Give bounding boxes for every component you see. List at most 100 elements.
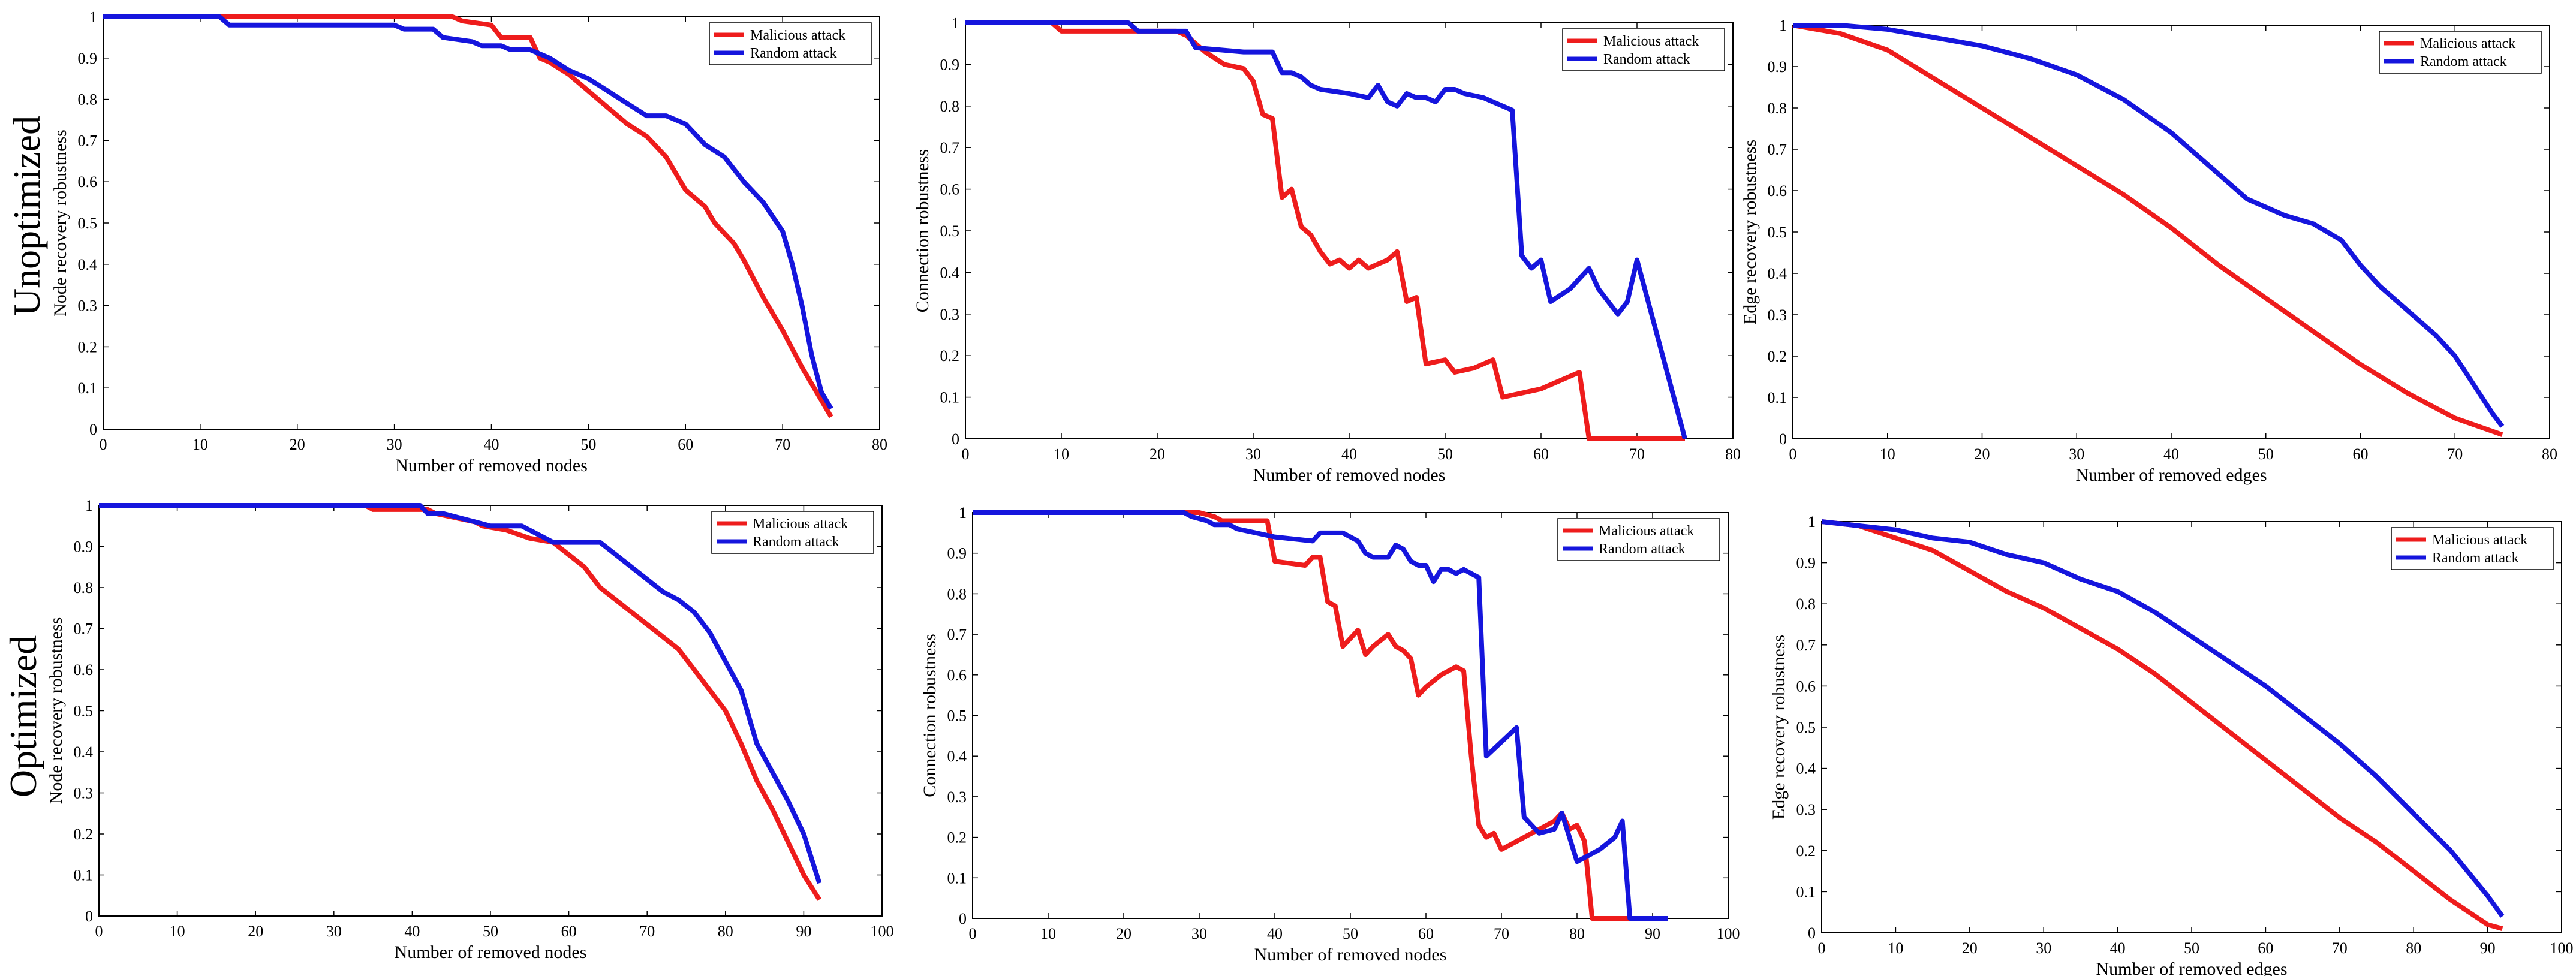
legend-label-random: Random attack — [750, 46, 837, 61]
legend-box — [2391, 527, 2554, 570]
series-line-random — [965, 20, 1687, 440]
axes-frame — [972, 512, 1729, 919]
y-axis-label: Node recovery robustness — [50, 129, 70, 317]
y-tick-label: 0 — [959, 910, 967, 927]
y-tick-label: 0.7 — [1796, 637, 1816, 654]
x-tick-label: 100 — [1717, 925, 1740, 942]
x-tick-label: 40 — [1341, 445, 1357, 463]
y-tick-label: 0.2 — [1768, 348, 1787, 365]
x-axis-label: Number of removed nodes — [1253, 465, 1446, 485]
y-tick-label: 0.1 — [78, 379, 98, 397]
x-axis-label: Number of removed nodes — [395, 456, 588, 475]
x-tick-label: 60 — [2353, 445, 2369, 463]
y-tick-label: 0.7 — [78, 132, 98, 149]
x-tick-label: 30 — [387, 436, 402, 453]
chart-panel-5: 0 10 20 30 40 50 60 70 80 90 100 0 0.1 0.2 0.3 0.4 0.5 0.… — [920, 504, 1740, 965]
legend: Malicious attack Random attack — [711, 511, 874, 554]
y-tick-label: 0.5 — [1768, 224, 1787, 241]
y-tick-label: 0 — [85, 908, 93, 925]
series-line-malicious — [103, 14, 833, 418]
y-tick-label: 0.7 — [1768, 141, 1787, 158]
chart-panel-6: 0 10 20 30 40 50 60 70 80 90 100 0 0.1 0.2 0.3 0.4 0.5 0.… — [1769, 513, 2574, 976]
y-tick-label: 0.9 — [1796, 555, 1816, 572]
x-axis-label: Number of removed edges — [2096, 959, 2287, 976]
x-tick-label: 10 — [1880, 445, 1895, 463]
x-tick-label: 80 — [718, 923, 733, 940]
x-tick-label: 20 — [1116, 925, 1131, 942]
x-tick-label: 30 — [2036, 939, 2051, 957]
x-tick-label: 60 — [678, 436, 693, 453]
y-tick-label: 0.6 — [947, 667, 967, 684]
y-tick-label: 0.6 — [1796, 677, 1816, 695]
x-tick-label: 10 — [1040, 925, 1056, 942]
axes-frame — [98, 505, 883, 917]
y-tick-label: 0.9 — [1768, 58, 1787, 76]
y-tick-label: 0.9 — [78, 50, 98, 67]
y-tick-label: 0 — [1808, 924, 1816, 942]
chart-panel-3: 0 10 20 30 40 50 60 70 80 0 0.1 0.2 0.3 0.4 0.5 0.6 0.7 0… — [1740, 17, 2557, 485]
x-tick-label: 50 — [1437, 445, 1453, 463]
series-line-malicious — [1821, 519, 2503, 931]
x-tick-label: 10 — [1888, 939, 1903, 957]
x-tick-label: 0 — [95, 923, 103, 940]
x-tick-label: 0 — [100, 436, 107, 453]
x-tick-label: 60 — [561, 923, 577, 940]
x-tick-label: 40 — [2110, 939, 2126, 957]
legend: Malicious attack Random attack — [1557, 518, 1720, 561]
x-tick-label: 30 — [1191, 925, 1207, 942]
y-tick-label: 0.6 — [74, 661, 94, 679]
legend-box — [1562, 28, 1725, 71]
y-tick-label: 0.5 — [940, 222, 960, 240]
axes-frame — [103, 16, 880, 430]
y-tick-label: 0.4 — [74, 743, 94, 761]
y-axis-label: Edge recovery robustness — [1769, 635, 1789, 820]
y-tick-label: 0.8 — [74, 579, 94, 597]
series-line-random — [1793, 23, 2505, 428]
series-line-malicious — [99, 503, 821, 901]
y-tick-label: 1 — [952, 14, 959, 32]
y-tick-label: 0.1 — [1768, 389, 1787, 406]
x-tick-label: 50 — [483, 923, 498, 940]
x-tick-label: 70 — [775, 436, 790, 453]
legend: Malicious attack Random attack — [2379, 31, 2542, 74]
y-tick-label: 0.4 — [1768, 265, 1787, 282]
x-tick-label: 50 — [580, 436, 596, 453]
x-tick-label: 20 — [290, 436, 305, 453]
axes-frame — [965, 22, 1734, 439]
legend-label-random: Random attack — [753, 534, 839, 550]
x-tick-label: 90 — [796, 923, 811, 940]
axes-frame — [1792, 25, 2550, 439]
x-tick-label: 60 — [2258, 939, 2273, 957]
y-tick-label: 0.8 — [1768, 100, 1787, 117]
y-tick-label: 0.2 — [1796, 842, 1816, 860]
chart-panel-1: 0 10 20 30 40 50 60 70 80 0 0.1 0.2 0.3 0.4 0.5 0.6 0.7 0… — [50, 8, 887, 475]
axes-frame — [1821, 521, 2562, 933]
series-line-random — [1821, 519, 2505, 918]
x-tick-label: 80 — [2542, 445, 2557, 463]
y-tick-label: 0.8 — [947, 585, 967, 603]
x-tick-label: 70 — [1629, 445, 1645, 463]
x-tick-label: 80 — [2406, 939, 2421, 957]
y-tick-label: 0 — [952, 430, 959, 448]
x-tick-label: 30 — [2069, 445, 2084, 463]
y-tick-label: 0.8 — [940, 98, 960, 115]
y-tick-label: 1 — [89, 8, 97, 26]
y-tick-label: 0.5 — [78, 215, 98, 232]
y-axis-label: Node recovery robustness — [46, 617, 66, 805]
y-tick-label: 0.5 — [74, 703, 94, 720]
y-tick-label: 0.4 — [1796, 760, 1816, 778]
legend-label-malicious: Malicious attack — [753, 516, 848, 532]
y-tick-label: 0.1 — [1796, 883, 1816, 900]
y-tick-label: 0.9 — [947, 545, 967, 562]
y-tick-label: 0.4 — [78, 256, 98, 273]
x-tick-label: 40 — [2163, 445, 2179, 463]
legend-label-random: Random attack — [1603, 52, 1690, 67]
legend: Malicious attack Random attack — [1562, 28, 1725, 71]
x-tick-label: 80 — [1569, 925, 1585, 942]
x-tick-label: 100 — [871, 923, 894, 940]
y-tick-label: 0 — [1779, 430, 1787, 448]
y-tick-label: 0 — [89, 421, 97, 438]
x-tick-label: 80 — [872, 436, 887, 453]
legend-box — [711, 511, 874, 554]
chart-panel-4: 0 10 20 30 40 50 60 70 80 90 100 0 0.1 0.2 0.3 0.4 0.5 0.… — [46, 497, 894, 962]
